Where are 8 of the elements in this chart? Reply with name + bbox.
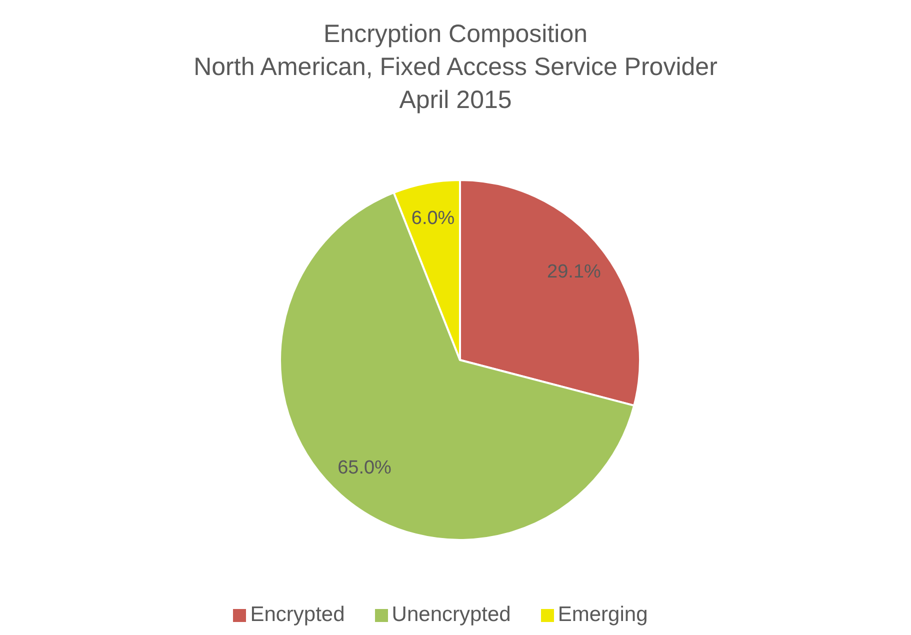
data-label: 65.0% — [338, 457, 392, 478]
chart-title: Encryption Composition — [322, 19, 588, 50]
legend-label: Encrypted — [250, 603, 345, 626]
data-label: 29.1% — [547, 261, 602, 282]
legend-label: Emerging — [558, 603, 648, 626]
data-label: 6.0% — [411, 208, 455, 230]
legend-label: Unencrypted — [392, 603, 511, 626]
chart-subtitle: North American, Fixed Access Service Provider April 2015 — [192, 52, 718, 116]
